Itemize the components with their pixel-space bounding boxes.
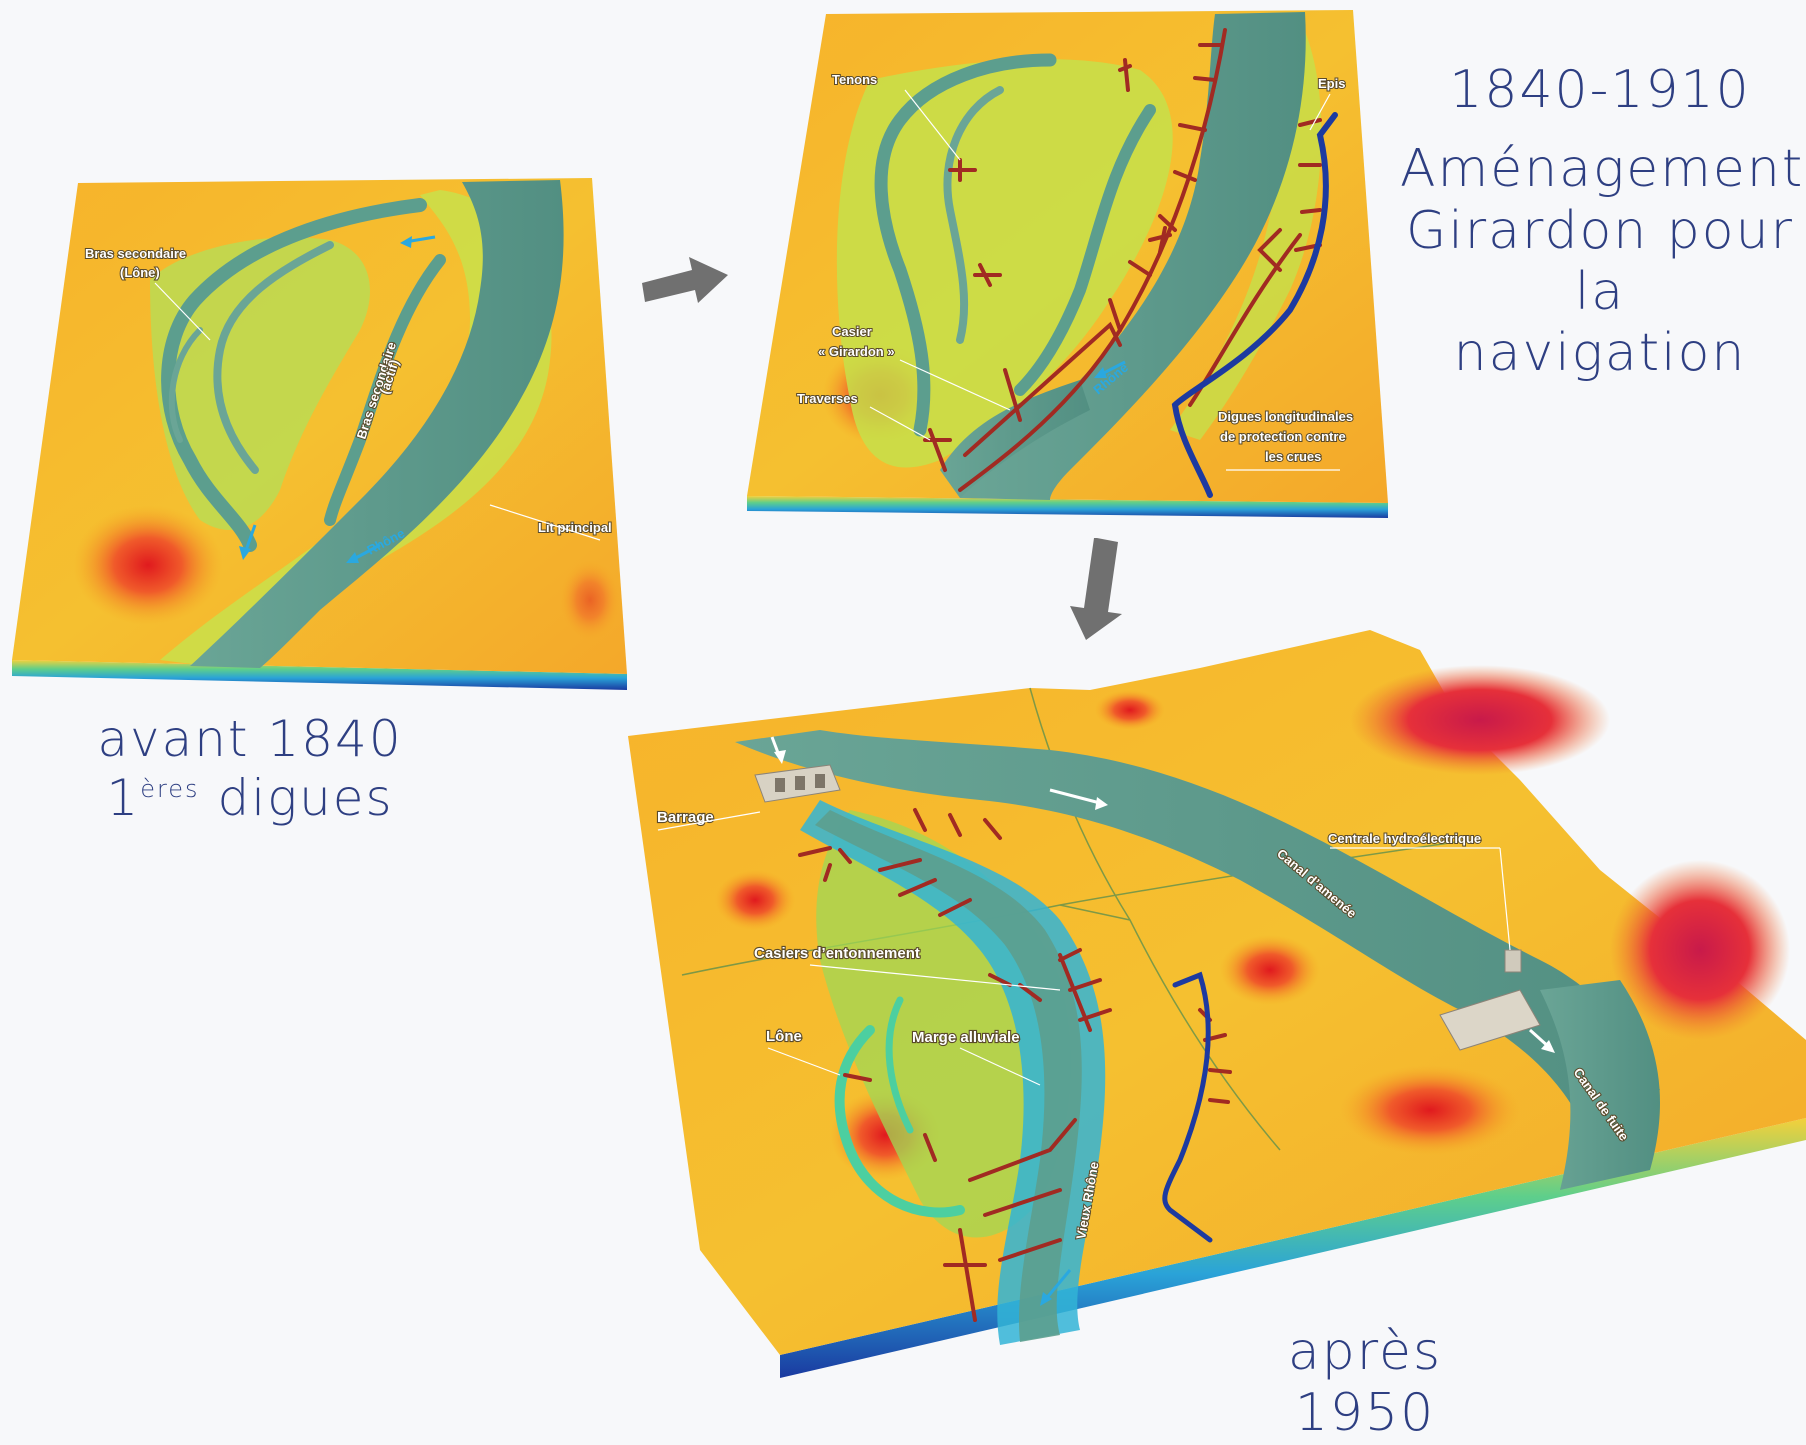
panel3-vieux-rhone-core [815, 810, 1082, 1342]
caption-before-1840-line2: 1ères digues [80, 769, 420, 828]
panel1-flow-arrow-1 [400, 235, 436, 248]
label-epis: Epis [1318, 76, 1345, 91]
caption-after-1950: après 1950 [1215, 1322, 1515, 1445]
panel1-active-secondary [324, 254, 446, 526]
arrow-to-1840 [642, 257, 728, 303]
panel1-lone-channel [161, 198, 427, 552]
panel2-lone-channel-3 [1014, 104, 1156, 396]
panel1-flow-arrow-2 [239, 524, 257, 560]
panel3-hotspot-3 [1340, 1065, 1520, 1155]
panel3-blue-dike [1162, 971, 1213, 1243]
caption-before-1840-line1: avant 1840 [97, 710, 403, 768]
panel2-lone-channel-2 [943, 86, 1004, 344]
label-digues-3: les crues [1265, 449, 1321, 464]
panel-before-1840: Bras secondaire (Lône) Bras secondaire (… [12, 178, 627, 690]
caption-girardon: Girardon pour la [1406, 200, 1794, 323]
panel3-white-arrow-2 [1049, 788, 1108, 810]
caption-before-1840: avant 1840 1ères digues [80, 710, 420, 828]
panel2-girardon-channel [940, 380, 1090, 498]
leader-lit-principal [489, 504, 601, 541]
panel3-blue-arrow [1040, 1269, 1072, 1306]
label-tenons: Tenons [832, 72, 877, 87]
leader-casiers [809, 964, 1061, 991]
caption-superscript-prefix: 1 [106, 769, 141, 827]
panel1-vegetation-left [150, 237, 370, 531]
caption-superscript: ères [140, 775, 200, 803]
panel2-base [747, 496, 1388, 518]
label-casiers-entonnement: Casiers d’entonnement [754, 945, 920, 962]
label-lit-principal: Lit principal [538, 520, 612, 535]
panel3-white-arrow-1 [770, 736, 786, 764]
panel3-hotspot-4 [1220, 935, 1320, 1005]
leader-casier [899, 359, 1011, 411]
label-digues-1: Digues longitudinales [1218, 409, 1353, 424]
leader-lone [154, 282, 211, 341]
arrow-to-1950 [1070, 538, 1122, 640]
label-digues-2: de protection contre [1220, 429, 1346, 444]
panel2-main-river [960, 12, 1306, 500]
diagram-canvas: Bras secondaire (Lône) Bras secondaire (… [12, 10, 1806, 1378]
leader-tenons [904, 89, 961, 161]
caption-digues: digues [217, 769, 394, 827]
caption-after-1950-text: après 1950 [1287, 1322, 1443, 1444]
label-casier-2: « Girardon » [818, 344, 895, 359]
panel1-lone-channel-3 [168, 327, 203, 443]
panel3-canal-fuite [1540, 980, 1660, 1190]
label-bras-secondaire-lone-2: (Lône) [120, 265, 160, 280]
panel3-hotspot-1 [1350, 665, 1610, 775]
panel3-hotspot-6 [715, 870, 795, 930]
panel2-blue-dike [1171, 112, 1338, 498]
panel-1840-1910: Tenons Epis Casier « Girardon » Traverse… [747, 10, 1388, 518]
leader-lone-p3 [767, 1047, 841, 1076]
leader-epis [1309, 93, 1331, 131]
panel2-lone-channel [874, 53, 1057, 437]
caption-amenagements: Aménagements [1400, 139, 1806, 200]
panel3-lone-channel-2 [885, 996, 914, 1134]
leader-barrage [657, 811, 761, 831]
panel1-flow-arrow-3 [346, 543, 381, 563]
leader-traverses [869, 406, 931, 441]
caption-years: 1840-1910 [1449, 60, 1751, 120]
label-marge-alluviale: Marge alluviale [912, 1029, 1020, 1046]
leader-centrale-drop [1499, 847, 1511, 951]
panel3-hotspot-7 [1095, 690, 1165, 730]
panel2-flow-arrow [1094, 360, 1126, 378]
caption-navigation: navigation [1453, 323, 1747, 384]
panel3-barrage-structure [754, 764, 841, 803]
label-bras-secondaire-lone-1: Bras secondaire [85, 246, 186, 261]
panel1-hotspot [73, 505, 223, 625]
panel1-base [12, 660, 627, 690]
panel3-lone-channel [834, 1025, 965, 1218]
label-casier-1: Casier [832, 324, 872, 339]
caption-1840-1910: 1840-1910 Aménagements Girardon pour la … [1400, 60, 1806, 385]
panel3-hotspot-2 [1610, 860, 1790, 1040]
panel3-red-dikes [798, 808, 1232, 1322]
panel1-hotspot-2 [560, 560, 620, 640]
label-lone: Lône [766, 1028, 802, 1045]
label-barrage: Barrage [657, 809, 714, 826]
leader-marge [959, 1047, 1041, 1086]
panel1-main-river [190, 180, 564, 668]
panel-after-1950: Barrage Centrale hydroélectrique Canal d… [628, 630, 1806, 1378]
panel3-white-arrow-3 [1528, 1028, 1555, 1053]
panel1-lone-channel-2 [213, 241, 334, 474]
panel3-centrale-structure [1439, 949, 1541, 1051]
label-centrale: Centrale hydroélectrique [1328, 831, 1481, 846]
label-traverses: Traverses [797, 391, 858, 406]
